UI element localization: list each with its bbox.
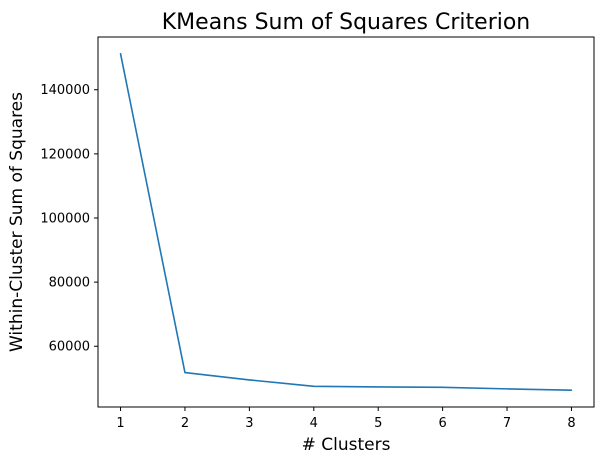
x-tick-label: 2 bbox=[181, 416, 189, 431]
x-axis-label: # Clusters bbox=[302, 435, 391, 455]
x-tick-label: 5 bbox=[374, 416, 382, 431]
series-line bbox=[119, 53, 573, 391]
x-tick-label: 8 bbox=[567, 416, 575, 431]
x-tick-label: 3 bbox=[245, 416, 253, 431]
x-axis: 1 2 3 4 5 6 7 8 bbox=[116, 407, 576, 431]
y-tick-label: 60000 bbox=[49, 340, 90, 355]
y-tick-label: 80000 bbox=[49, 276, 90, 291]
y-axis-label: Within-Cluster Sum of Squares bbox=[7, 92, 27, 352]
x-tick-label: 6 bbox=[438, 416, 446, 431]
x-tick-label: 7 bbox=[503, 416, 511, 431]
x-tick-label: 1 bbox=[116, 416, 124, 431]
y-tick-label: 100000 bbox=[40, 211, 90, 226]
plot-frame bbox=[97, 36, 595, 408]
chart-title: KMeans Sum of Squares Criterion bbox=[162, 10, 531, 35]
x-tick-label: 4 bbox=[310, 416, 318, 431]
series-layer bbox=[119, 53, 573, 391]
y-tick-label: 140000 bbox=[40, 83, 90, 98]
y-axis: 60000 80000 100000 120000 140000 bbox=[40, 83, 98, 355]
y-tick-label: 120000 bbox=[40, 147, 90, 162]
plot-area bbox=[97, 36, 595, 408]
